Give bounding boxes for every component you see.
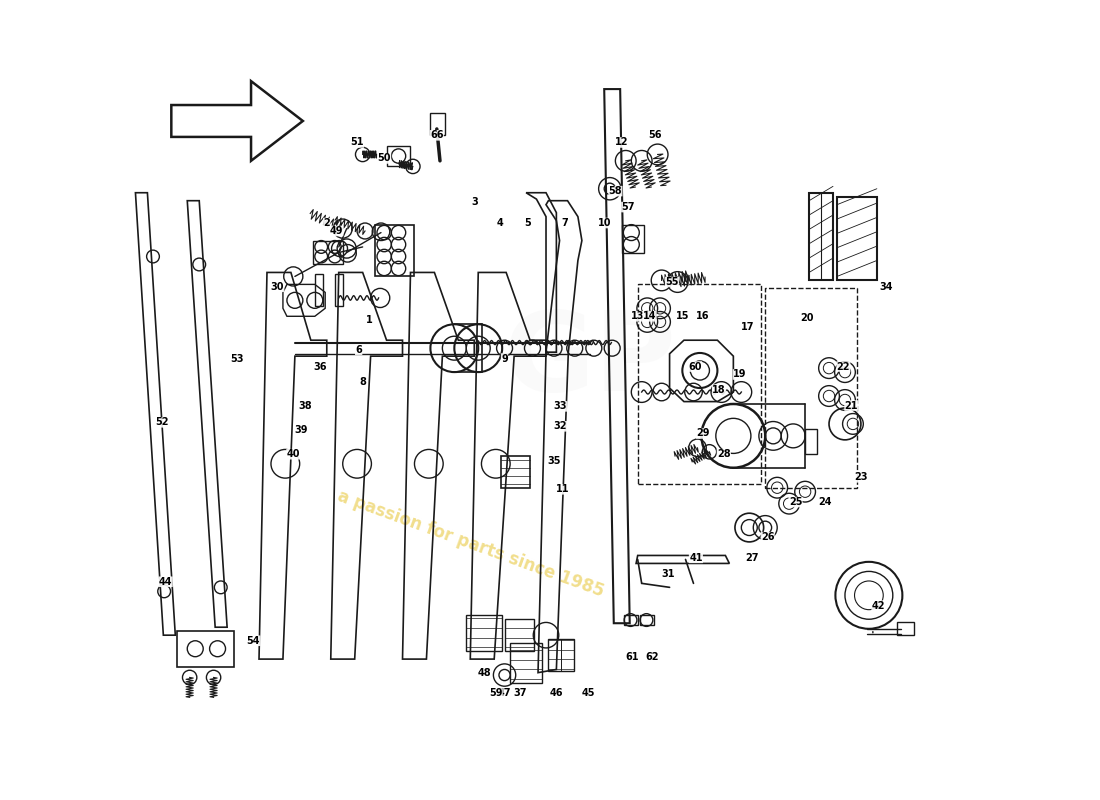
Text: 25: 25 [789, 497, 802, 507]
Text: 35: 35 [547, 456, 561, 466]
Text: 33: 33 [553, 402, 568, 411]
Text: 15: 15 [676, 311, 690, 322]
Text: 10: 10 [597, 218, 611, 228]
Text: GP: GP [504, 306, 676, 414]
Text: 38: 38 [298, 402, 312, 411]
Bar [766, 288, 857, 488]
Text: 53: 53 [231, 354, 244, 363]
Text: a passion for parts since 1985: a passion for parts since 1985 [334, 486, 606, 600]
Text: 29: 29 [696, 429, 710, 438]
Text: 52: 52 [155, 418, 168, 427]
Text: 12: 12 [615, 138, 628, 147]
Text: 23: 23 [855, 472, 868, 482]
Text: 48: 48 [477, 668, 492, 678]
Text: 42: 42 [871, 601, 886, 610]
Text: 2: 2 [323, 218, 330, 228]
Text: 11: 11 [556, 484, 570, 494]
Text: 19: 19 [733, 370, 747, 379]
Text: 13: 13 [631, 311, 645, 322]
Text: 57: 57 [621, 202, 635, 212]
Bar [334, 274, 343, 306]
Text: 60: 60 [689, 362, 702, 371]
Text: 61: 61 [626, 652, 639, 662]
Text: 5: 5 [525, 218, 531, 228]
Text: 56: 56 [649, 130, 662, 140]
Text: 17: 17 [741, 322, 755, 332]
Text: 62: 62 [646, 652, 659, 662]
Text: 36: 36 [314, 362, 327, 371]
Bar [805, 429, 817, 454]
Text: 4: 4 [496, 218, 503, 228]
Text: 27: 27 [745, 553, 758, 563]
Text: 1: 1 [365, 315, 373, 326]
Text: 30: 30 [271, 282, 284, 292]
Text: 8: 8 [360, 377, 366, 386]
Text: 16: 16 [696, 311, 710, 322]
Text: 21: 21 [845, 401, 858, 410]
Bar [177, 631, 234, 667]
Text: 26: 26 [761, 532, 774, 542]
Text: 45: 45 [582, 688, 595, 698]
Text: 49: 49 [330, 226, 343, 236]
Bar [315, 274, 322, 306]
Text: 59: 59 [490, 688, 503, 698]
Text: 54: 54 [246, 636, 261, 646]
Text: 31: 31 [661, 569, 674, 578]
Text: 47: 47 [498, 688, 512, 698]
Text: 37: 37 [514, 688, 527, 698]
Text: 24: 24 [818, 497, 832, 507]
Bar [896, 622, 914, 635]
Text: 40: 40 [286, 450, 300, 459]
Text: 34: 34 [880, 282, 893, 292]
Text: 51: 51 [350, 138, 364, 147]
Text: 6: 6 [355, 345, 362, 354]
Text: 7: 7 [561, 218, 568, 228]
Text: 44: 44 [160, 577, 173, 586]
Text: 58: 58 [608, 186, 623, 196]
Bar [386, 146, 410, 166]
Bar [638, 285, 761, 484]
Text: 9: 9 [502, 354, 508, 363]
Text: 32: 32 [553, 422, 568, 431]
Text: 22: 22 [837, 362, 850, 371]
Text: 66: 66 [430, 130, 443, 140]
Text: 3: 3 [471, 198, 477, 207]
Text: 39: 39 [295, 426, 308, 435]
Text: 41: 41 [689, 553, 703, 563]
Text: 46: 46 [550, 688, 563, 698]
Text: 18: 18 [712, 385, 726, 394]
Text: 28: 28 [717, 450, 730, 459]
Text: 14: 14 [642, 311, 657, 322]
Bar [430, 113, 444, 135]
Text: 50: 50 [377, 154, 390, 163]
Text: 55: 55 [666, 277, 679, 287]
Text: 20: 20 [800, 313, 814, 323]
